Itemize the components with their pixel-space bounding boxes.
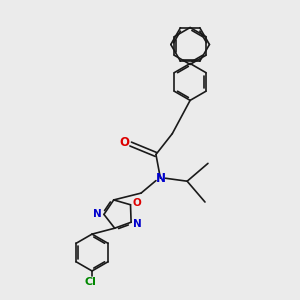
Text: Cl: Cl (85, 277, 97, 287)
Text: O: O (132, 198, 141, 208)
Text: N: N (155, 172, 165, 185)
Text: N: N (133, 219, 142, 229)
Text: N: N (93, 209, 102, 219)
Text: O: O (120, 136, 130, 149)
